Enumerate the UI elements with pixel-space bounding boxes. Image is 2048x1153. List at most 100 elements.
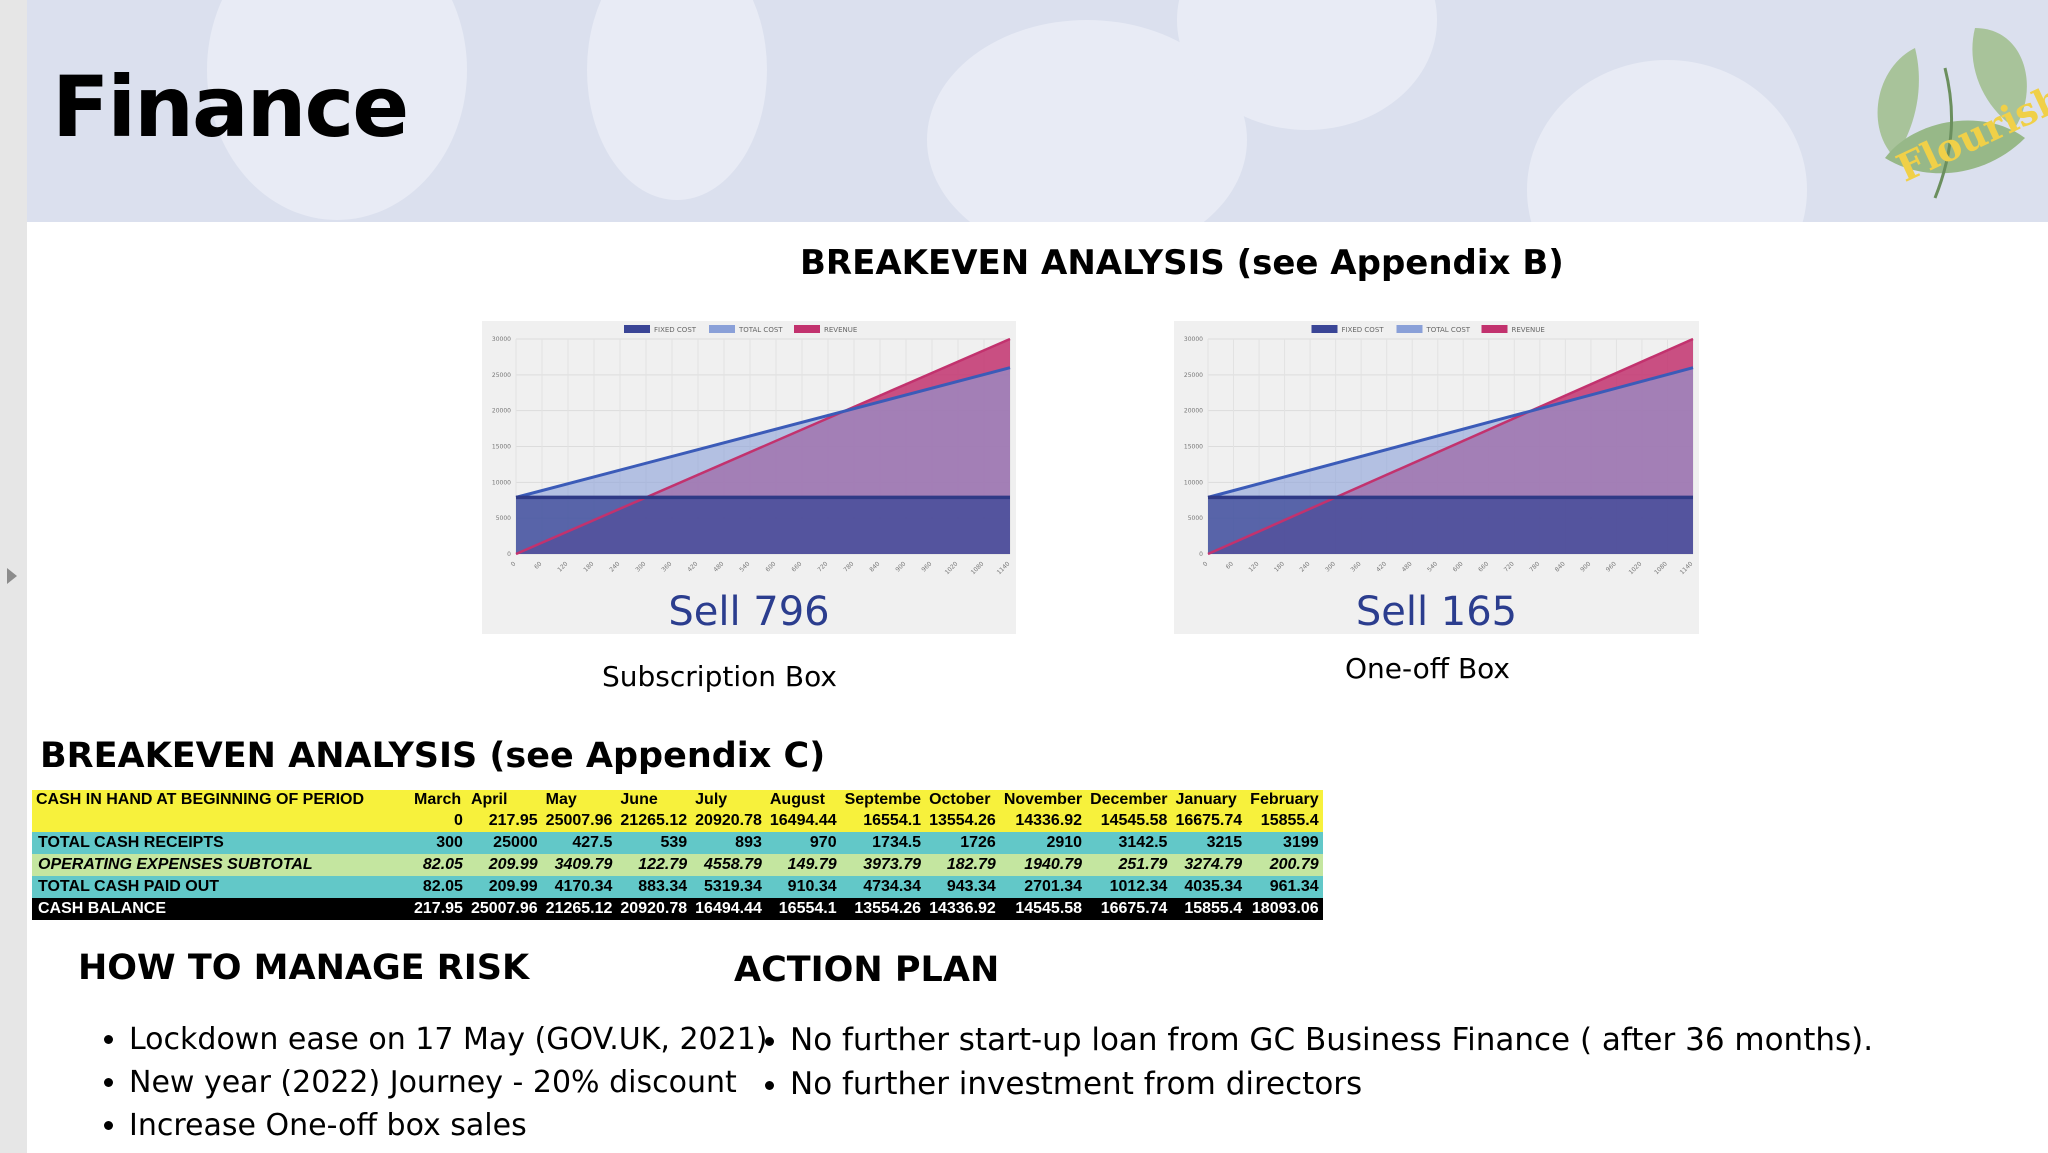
legend-label: FIXED COST: [654, 326, 697, 334]
table-cell: 13554.26: [925, 810, 1000, 832]
action-item: No further start-up loan from GC Busines…: [790, 1022, 1873, 1058]
breakeven-chart-subscription: 0 5000 10000 15000 20000 25000 30000 0 60 120 180 2…: [482, 321, 1016, 635]
table-cell: 122.79: [616, 854, 692, 876]
table-cell: 25000: [466, 832, 542, 854]
table-cell: 883.34: [616, 876, 692, 898]
x-tick-label: 0: [510, 560, 518, 568]
y-tick-label: 0: [1199, 551, 1203, 558]
total-cost-line: [1207, 366, 1694, 499]
expand-arrow-icon[interactable]: [7, 568, 17, 584]
x-tick-label: 1080: [970, 560, 986, 576]
table-cell: 25007.96: [466, 898, 542, 920]
table-cell: 0: [410, 810, 467, 832]
x-tick-label: 480: [712, 560, 725, 573]
table-cell: 14336.92: [925, 898, 1000, 920]
table-cell: 970: [765, 832, 841, 854]
x-tick-label: 840: [868, 560, 881, 573]
x-tick-label: 540: [1426, 560, 1439, 573]
revenue-line: [1207, 337, 1694, 556]
table-row: CASH BALANCE 217.95 25007.96 21265.12 20920.…: [32, 898, 1323, 920]
table-cell: 539: [616, 832, 692, 854]
table-cell: 1734.5: [840, 832, 926, 854]
breakeven-b-heading: BREAKEVEN ANALYSIS (see Appendix B): [800, 243, 1564, 283]
table-cell: 5319.34: [691, 876, 766, 898]
y-tick-label: 20000: [1184, 408, 1203, 415]
y-tick-label: 30000: [492, 336, 511, 343]
table-row: TOTAL CASH RECEIPTS 300 25000 427.5 539 893 97…: [32, 832, 1323, 854]
page-title: Finance: [52, 58, 409, 156]
table-cell: 217.95: [410, 898, 467, 920]
x-tick-label: 180: [582, 560, 595, 573]
x-tick-label: 1080: [1653, 560, 1669, 576]
table-cell: 209.99: [466, 854, 542, 876]
legend-swatch: [709, 325, 735, 333]
breakeven-c-heading: BREAKEVEN ANALYSIS (see Appendix C): [40, 736, 826, 776]
table-cell: 427.5: [541, 832, 617, 854]
table-cell: 1012.34: [1086, 876, 1172, 898]
y-tick-label: 15000: [492, 444, 511, 451]
table-cell: 910.34: [765, 876, 841, 898]
action-plan-list: No further start-up loan from GC Busines…: [756, 1022, 1873, 1110]
x-tick-label: 240: [1298, 560, 1311, 573]
table-cell: 3215: [1171, 832, 1247, 854]
table-cell: 18093.06: [1246, 898, 1323, 920]
table-cell: 209.99: [466, 876, 542, 898]
y-tick-label: 10000: [1184, 479, 1203, 486]
month-header: August: [765, 790, 841, 810]
fixed-cost-area: [1208, 497, 1693, 554]
legend-swatch: [1396, 325, 1423, 333]
row-label: TOTAL CASH PAID OUT: [32, 876, 410, 898]
month-header: February: [1246, 790, 1323, 810]
table-cell: 20920.78: [616, 898, 692, 920]
month-header: April: [466, 790, 542, 810]
x-tick-label: 900: [1579, 560, 1592, 573]
table-cell: 3973.79: [840, 854, 926, 876]
table-cell: 3142.5: [1086, 832, 1172, 854]
breakeven-chart-svg-oneoff: 0 5000 10000 15000 20000 25000 30000 0 60 120 180 2…: [1184, 325, 1695, 576]
table-cell: 4734.34: [840, 876, 926, 898]
table-cell: 1940.79: [999, 854, 1087, 876]
table-cell: 16554.1: [840, 810, 926, 832]
x-tick-label: 1140: [1679, 560, 1695, 576]
x-tick-label: 120: [1247, 560, 1260, 573]
table-cell: 21265.12: [541, 898, 617, 920]
table-cell: 16554.1: [765, 898, 841, 920]
y-tick-label: 15000: [1184, 444, 1203, 451]
month-header: Septembe: [840, 790, 926, 810]
table-cell: 82.05: [410, 876, 467, 898]
month-header: June: [616, 790, 692, 810]
table-row: OPERATING EXPENSES SUBTOTAL 82.05 209.99 34…: [32, 854, 1323, 876]
x-tick-label: 480: [1401, 560, 1414, 573]
month-header: March: [410, 790, 467, 810]
breakeven-chart-oneoff: 0 5000 10000 15000 20000 25000 30000 0 60 120 180 2…: [1174, 321, 1699, 635]
legend-label: FIXED COST: [1342, 326, 1385, 334]
caption-subscription: Subscription Box: [602, 660, 837, 693]
legend-label: REVENUE: [1512, 326, 1545, 334]
x-tick-label: 720: [816, 560, 829, 573]
x-tick-label: 960: [1605, 560, 1618, 573]
table-cell: 21265.12: [616, 810, 692, 832]
header-banner: [27, 0, 2048, 222]
table-cell: 14545.58: [1086, 810, 1172, 832]
table-cell: 82.05: [410, 854, 467, 876]
table-cell: 15855.4: [1246, 810, 1323, 832]
table-cell: 4170.34: [541, 876, 617, 898]
sell-label-oneoff: Sell 165: [1355, 589, 1518, 635]
y-tick-label: 30000: [1184, 336, 1203, 343]
legend-label: TOTAL COST: [738, 326, 783, 334]
total-cost-line: [515, 366, 1011, 499]
legend-swatch: [1311, 325, 1338, 333]
table-cell: 217.95: [466, 810, 542, 832]
sell-label-subscription: Sell 796: [668, 589, 830, 635]
x-tick-label: 360: [660, 560, 673, 573]
x-tick-label: 1020: [944, 560, 960, 576]
month-header: December: [1086, 790, 1172, 810]
x-tick-label: 780: [1528, 560, 1541, 573]
table-cell: 20920.78: [691, 810, 766, 832]
legend-swatch: [794, 325, 820, 333]
y-tick-label: 5000: [496, 515, 511, 522]
month-header: October: [925, 790, 1000, 810]
table-cell: 4558.79: [691, 854, 766, 876]
fixed-cost-area: [516, 497, 1010, 554]
x-tick-label: 120: [556, 560, 569, 573]
